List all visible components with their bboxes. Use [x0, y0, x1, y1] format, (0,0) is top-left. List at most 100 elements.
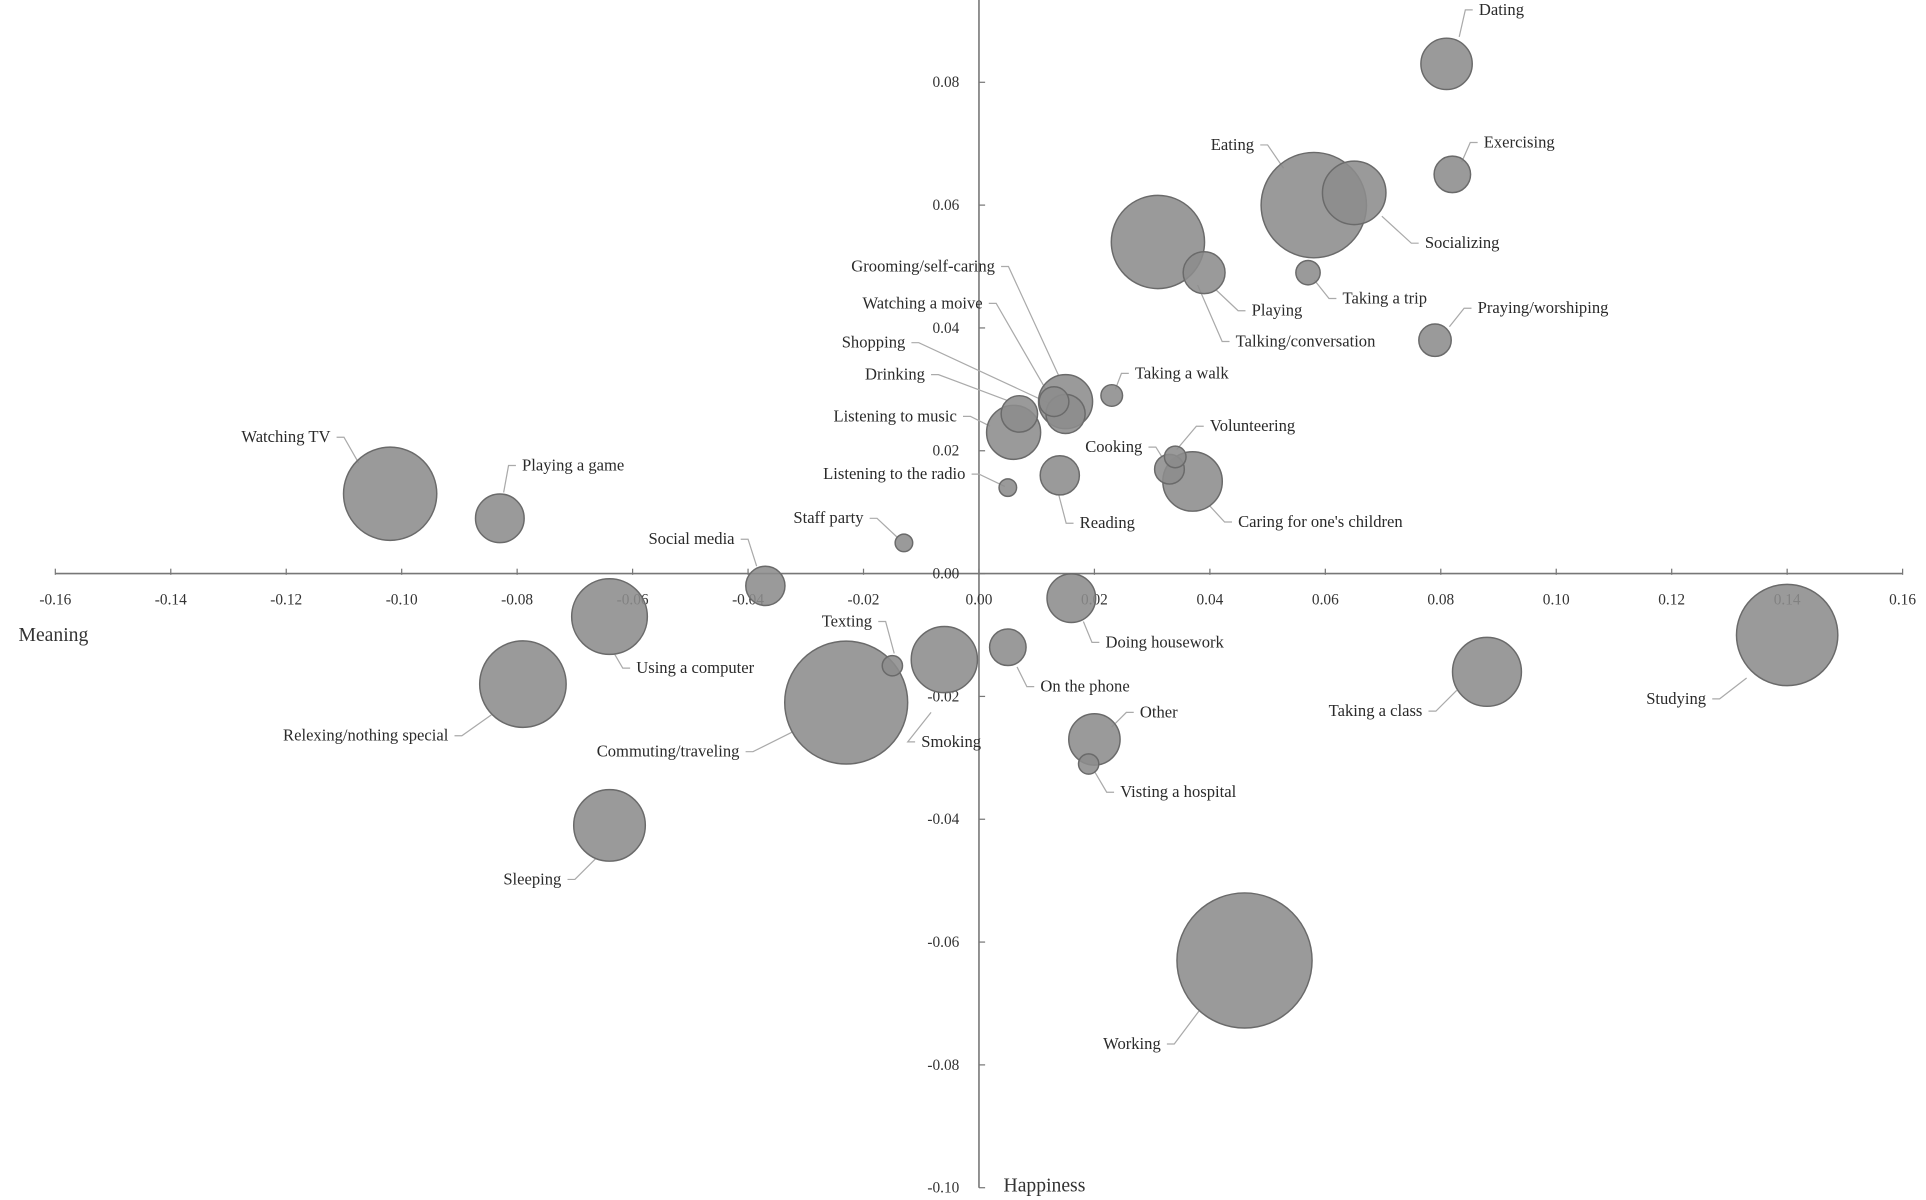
point-label: Social media [648, 529, 735, 548]
bubble [894, 533, 914, 553]
point-label: Smoking [921, 732, 981, 751]
bubble [881, 654, 904, 677]
x-tick-label: 0.00 [966, 591, 993, 608]
point-label: Relexing/nothing special [283, 726, 449, 745]
leader-line [1428, 689, 1458, 712]
bubble [745, 565, 786, 607]
point-label: Staff party [793, 508, 864, 527]
leader-line [1461, 141, 1478, 163]
leader-line [740, 538, 758, 567]
leader-line [1114, 372, 1129, 390]
y-tick-label: 0.08 [932, 74, 959, 91]
bubble [1077, 753, 1100, 775]
point-label: Watching TV [241, 427, 330, 446]
point-label: Exercising [1484, 132, 1555, 151]
point-label: Visting a hospital [1120, 782, 1236, 801]
leader-line [869, 517, 898, 538]
point-labels: Dating Exercising Eating Socializing Taking … [241, 0, 1706, 1053]
bubble [1433, 155, 1472, 194]
point-label: Talking/conversation [1236, 331, 1376, 350]
bubble [1039, 455, 1081, 496]
leader-line [1712, 677, 1747, 700]
y-tick-label: -0.04 [927, 811, 959, 828]
bubble [1038, 386, 1070, 418]
bubble [1735, 583, 1839, 687]
point-label: Doing housework [1105, 632, 1224, 651]
bubble [910, 625, 979, 694]
y-tick-label: 0.04 [932, 320, 959, 337]
leader-line [336, 436, 360, 464]
leader-line [878, 620, 895, 654]
point-label: Taking a walk [1135, 363, 1229, 382]
bubble [478, 640, 567, 729]
y-tick-label: 0.00 [932, 566, 959, 583]
point-label: Shopping [842, 333, 906, 352]
point-label: Commuting/traveling [597, 742, 740, 761]
x-tick-label: 0.06 [1312, 591, 1339, 608]
leader-line [1001, 265, 1060, 377]
bubble [1182, 250, 1226, 295]
point-label: Taking a class [1329, 701, 1423, 720]
leader-line [1111, 711, 1134, 728]
point-label: Watching a moive [862, 293, 982, 312]
point-label: Reading [1080, 513, 1135, 532]
axes: -0.16 -0.14 -0.12 -0.10 -0.08 -0.06 -0.04 -0.02… [39, 0, 1916, 1197]
point-label: Dating [1479, 0, 1524, 19]
leader-line [1058, 494, 1074, 524]
point-label: Caring for one's children [1238, 512, 1403, 531]
x-tick-label: 0.12 [1658, 591, 1685, 608]
bubble [998, 478, 1018, 498]
leader-line [1215, 289, 1246, 312]
x-tick-label: 0.04 [1196, 591, 1223, 608]
bubble [572, 788, 647, 862]
leader-line [988, 302, 1048, 391]
point-label: Listening to the radio [823, 464, 965, 483]
bubble [1100, 383, 1124, 408]
point-label: Drinking [865, 365, 925, 384]
leader-line [1166, 1009, 1201, 1045]
point-label: Socializing [1425, 233, 1500, 252]
point-label: On the phone [1040, 677, 1129, 696]
leader-line [906, 712, 932, 743]
point-label: Studying [1646, 689, 1706, 708]
point-label: Using a computer [636, 658, 754, 677]
point-label: Sleeping [503, 869, 561, 888]
leader-line [1197, 284, 1230, 343]
y-axis-label: Happiness [1004, 1174, 1086, 1196]
point-label: Praying/worshiping [1478, 298, 1609, 317]
leader-line [1313, 279, 1337, 300]
x-tick-label: -0.12 [270, 591, 302, 608]
leader-line [1016, 666, 1035, 688]
leader-line [911, 342, 1060, 409]
bubble [1176, 892, 1313, 1029]
point-label: Cooking [1085, 437, 1142, 456]
leader-line [1082, 621, 1100, 643]
y-tick-label: -0.06 [927, 934, 959, 951]
leader-lines [336, 9, 1747, 1045]
leader-line [1093, 771, 1115, 793]
leader-line [1458, 9, 1473, 37]
bubble [1420, 37, 1473, 91]
leader-line [613, 653, 631, 669]
x-tick-label: 0.16 [1889, 591, 1916, 608]
x-axis-label: Meaning [18, 624, 88, 646]
bubble [1046, 573, 1097, 624]
x-tick-label: -0.16 [39, 591, 71, 608]
x-tick-label: 0.08 [1427, 591, 1454, 608]
bubble [1418, 323, 1452, 358]
point-label: Working [1103, 1034, 1161, 1053]
y-tick-label: 0.02 [932, 443, 959, 460]
point-label: Other [1140, 702, 1178, 721]
point-label: Playing [1252, 301, 1303, 320]
bubble [1110, 194, 1206, 290]
leader-line [454, 714, 492, 737]
x-tick-label: 0.10 [1543, 591, 1570, 608]
point-label: Volunteering [1210, 416, 1295, 435]
point-label: Taking a trip [1343, 288, 1427, 307]
y-tick-label: 0.06 [932, 197, 959, 214]
leader-line [1448, 307, 1472, 328]
x-tick-label: -0.14 [155, 591, 187, 608]
leader-line [1148, 446, 1163, 458]
leader-line [963, 415, 991, 427]
bubble [783, 640, 909, 765]
